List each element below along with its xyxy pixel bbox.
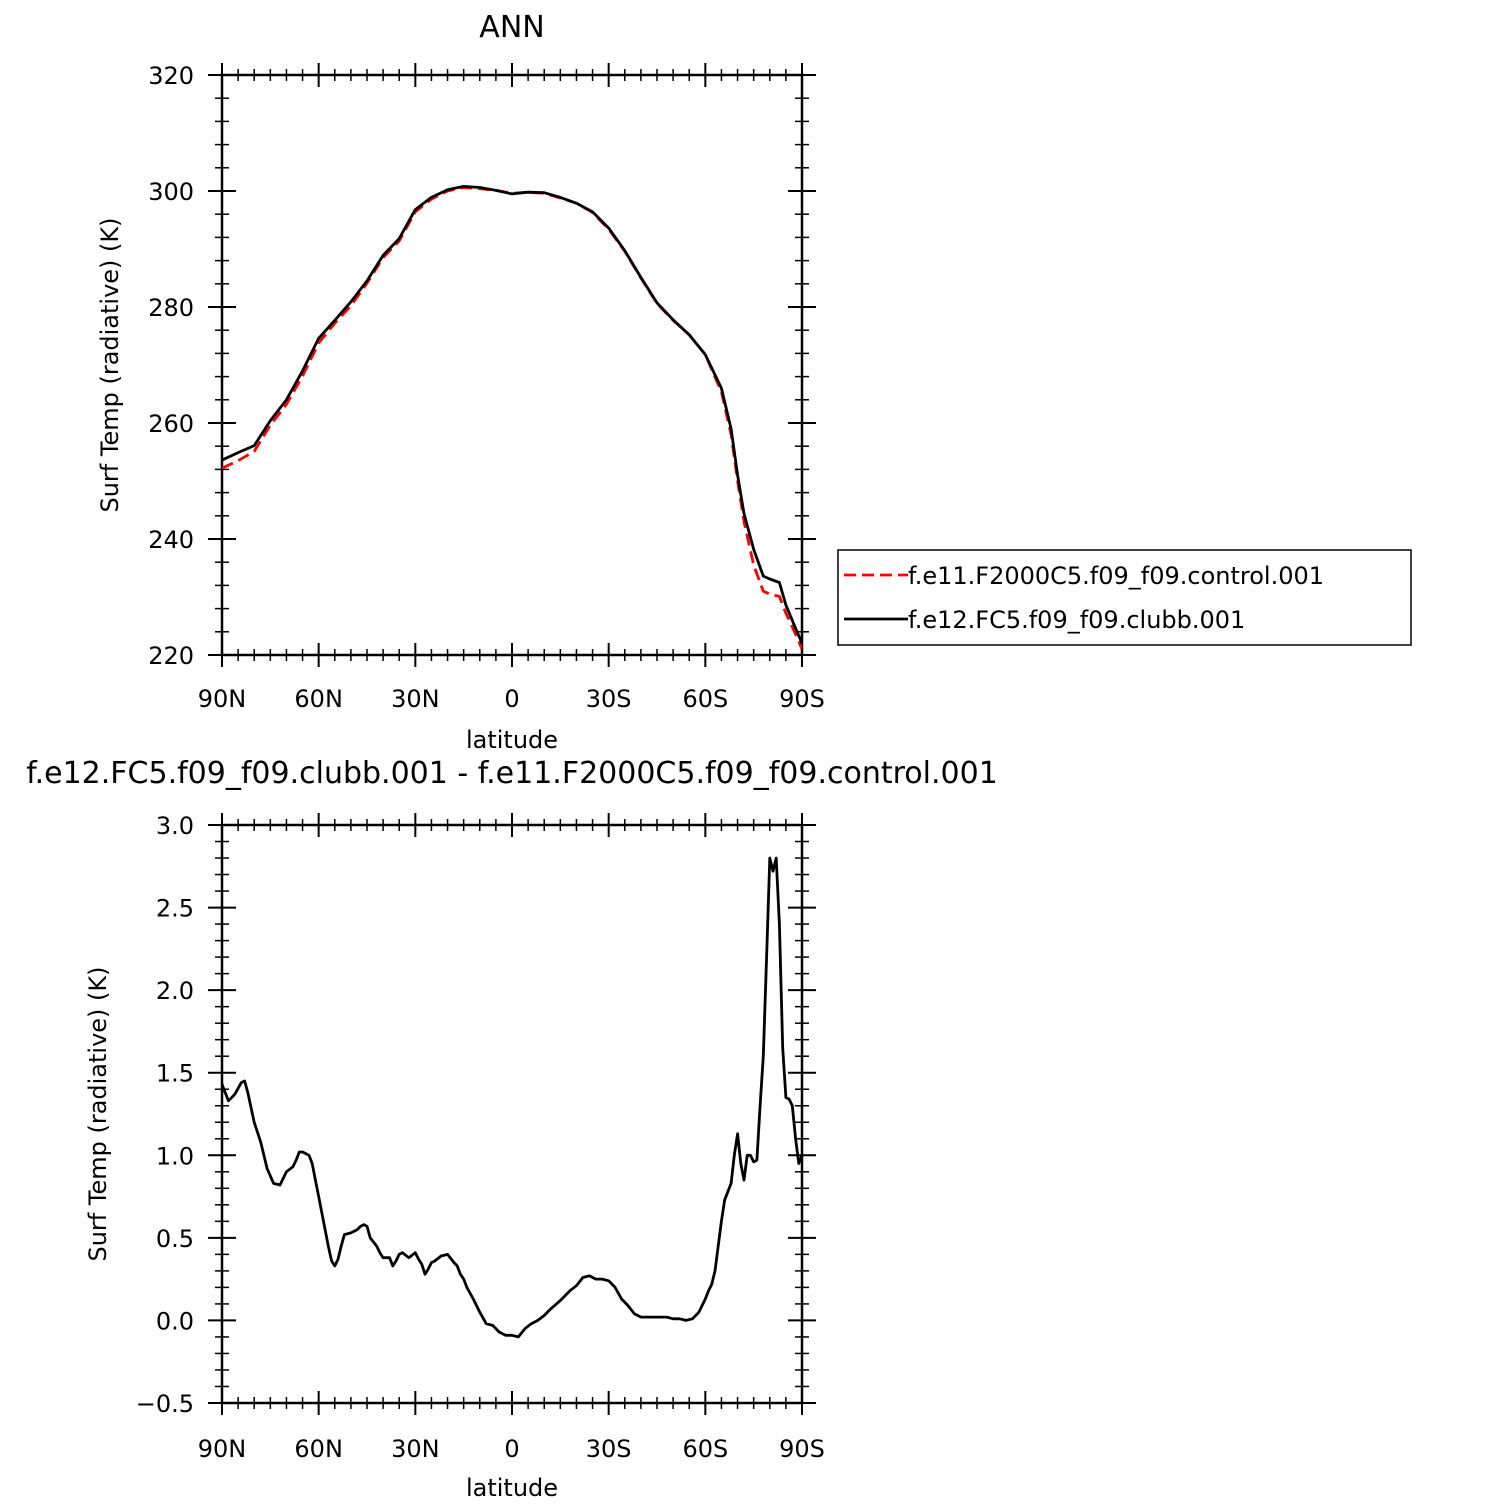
chart-title: ANN <box>479 10 544 45</box>
y-axis-label: Surf Temp (radiative) (K) <box>96 217 124 512</box>
y-tick-label: 2.0 <box>156 977 194 1005</box>
x-tick-label: 0 <box>504 1435 519 1463</box>
y-tick-label: 3.0 <box>156 812 194 840</box>
legend-label: f.e12.FC5.f09_f09.clubb.001 <box>908 606 1245 634</box>
x-tick-label: 30N <box>391 1435 440 1463</box>
x-tick-label: 30S <box>586 685 632 713</box>
x-tick-label: 30N <box>391 685 440 713</box>
y-tick-label: 300 <box>148 178 194 206</box>
plot-frame <box>220 823 804 1405</box>
x-tick-label: 60N <box>294 685 343 713</box>
x-tick-label: 90N <box>198 685 247 713</box>
y-tick-label: 240 <box>148 526 194 554</box>
chart-title: f.e12.FC5.f09_f09.clubb.001 - f.e11.F200… <box>26 756 998 791</box>
x-tick-label: 60S <box>682 685 728 713</box>
series-line-1 <box>222 856 802 1339</box>
plot-frame <box>220 73 804 657</box>
legend: f.e11.F2000C5.f09_f09.control.001 f.e12.F… <box>837 549 1412 646</box>
y-tick-label: 280 <box>148 294 194 322</box>
x-tick-label: 30S <box>586 1435 632 1463</box>
x-tick-label: 90S <box>779 1435 825 1463</box>
y-tick-label: 320 <box>148 62 194 90</box>
y-tick-label: 2.5 <box>156 895 194 923</box>
y-tick-label: 220 <box>148 642 194 670</box>
chart-panel-1: ANN 90N 60N 30N 0 30S 60S 90S 220 240 260 280 300 320… <box>96 10 1412 754</box>
x-tick-label: 90S <box>779 685 825 713</box>
legend-label: f.e11.F2000C5.f09_f09.control.001 <box>908 562 1324 590</box>
y-axis-label: Surf Temp (radiative) (K) <box>84 966 112 1261</box>
y-tick-label: 0.0 <box>156 1307 194 1335</box>
x-axis-label: latitude <box>466 1474 558 1502</box>
y-tick-label: −0.5 <box>136 1390 194 1418</box>
x-tick-label: 60S <box>682 1435 728 1463</box>
series-line-1 <box>222 186 802 650</box>
y-tick-label: 1.0 <box>156 1142 194 1170</box>
y-tick-label: 260 <box>148 410 194 438</box>
y-tick-label: 1.5 <box>156 1060 194 1088</box>
legend-box <box>837 549 1412 646</box>
x-tick-label: 0 <box>504 685 519 713</box>
y-tick-label: 0.5 <box>156 1225 194 1253</box>
chart-panel-2: f.e12.FC5.f09_f09.clubb.001 - f.e11.F200… <box>26 756 998 1502</box>
x-axis-label: latitude <box>466 726 558 754</box>
x-tick-label: 60N <box>294 1435 343 1463</box>
x-tick-label: 90N <box>198 1435 247 1463</box>
series-line-2 <box>222 184 802 644</box>
